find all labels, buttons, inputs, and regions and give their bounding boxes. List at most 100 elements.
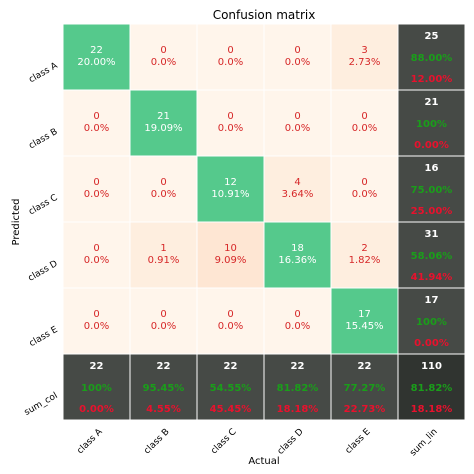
x-tick-label: class A [75, 426, 105, 456]
cell-percent: 0.0% [285, 123, 310, 134]
matrix-cell [129, 23, 198, 91]
matrix-cell [129, 221, 198, 289]
sum-correct-percent: 81.82% [411, 383, 453, 394]
y-tick-label: class A [27, 61, 60, 86]
sum-correct-percent: 54.55% [210, 383, 252, 394]
matrix-cell [397, 155, 466, 223]
sum-count: 31 [425, 229, 439, 240]
sum-error-percent: 45.45% [210, 404, 252, 415]
sum-count: 22 [157, 361, 171, 372]
sum-correct-percent: 75.00% [411, 185, 453, 196]
cell-count: 0 [160, 177, 166, 188]
matrix-cell [62, 221, 131, 289]
cell-percent: 0.0% [151, 189, 176, 200]
cell-percent: 0.0% [151, 57, 176, 68]
matrix-cell [397, 23, 466, 91]
cell-count: 0 [294, 45, 300, 56]
cell-count: 0 [93, 177, 99, 188]
cell-percent: 0.0% [218, 123, 243, 134]
x-tick-label: sum_lin [408, 427, 439, 458]
y-tick-label: sum_col [23, 391, 60, 418]
cell-percent: 19.09% [144, 123, 182, 134]
cell-percent: 0.0% [285, 57, 310, 68]
cell-count: 0 [294, 111, 300, 122]
matrix-cell [263, 23, 332, 91]
cell-percent: 0.0% [218, 57, 243, 68]
y-tick-label: class C [27, 193, 59, 217]
sum-correct-percent: 81.82% [277, 383, 319, 394]
cell-percent: 3.64% [282, 189, 314, 200]
cell-count: 0 [361, 177, 367, 188]
x-tick-label: class C [209, 427, 238, 456]
matrix-cell [62, 23, 131, 91]
cell-percent: 0.0% [151, 321, 176, 332]
matrix-cell [263, 89, 332, 157]
matrix-cell [330, 287, 399, 355]
x-tick-label: class E [344, 427, 373, 456]
cell-count: 1 [160, 243, 166, 254]
matrix-cell [263, 287, 332, 355]
matrix-cell [330, 221, 399, 289]
x-tick-label: class D [276, 427, 306, 457]
sum-error-percent: 41.94% [411, 272, 453, 283]
cell-count: 0 [93, 309, 99, 320]
matrix-cell [196, 287, 265, 355]
sum-error-percent: 0.00% [414, 338, 449, 349]
x-tick-labels: class A class B class C class D class E sum_l… [75, 426, 439, 458]
matrix-cell [263, 221, 332, 289]
cell-count: 4 [294, 177, 300, 188]
cell-percent: 20.00% [77, 57, 115, 68]
cell-count: 0 [160, 45, 166, 56]
cell-count: 0 [227, 45, 233, 56]
matrix-cell [129, 89, 198, 157]
sum-correct-percent: 77.27% [344, 383, 386, 394]
cell-count: 0 [294, 309, 300, 320]
sum-correct-percent: 88.00% [411, 53, 453, 64]
cell-count: 2 [361, 243, 367, 254]
cell-count: 0 [93, 243, 99, 254]
cell-count: 17 [358, 309, 371, 320]
matrix-cell [397, 221, 466, 289]
sum-correct-percent: 100% [416, 317, 447, 328]
matrix-cell [196, 23, 265, 91]
cell-count: 21 [157, 111, 170, 122]
sum-count: 22 [291, 361, 305, 372]
matrix-cell [129, 155, 198, 223]
cell-count: 0 [227, 111, 233, 122]
cell-percent: 0.0% [352, 189, 377, 200]
cell-count: 10 [224, 243, 237, 254]
cell-percent: 0.0% [218, 321, 243, 332]
cell-count: 0 [227, 309, 233, 320]
matrix-cell [397, 353, 466, 421]
sum-error-percent: 25.00% [411, 206, 453, 217]
sum-correct-percent: 58.06% [411, 251, 453, 262]
sum-count: 25 [425, 31, 439, 42]
sum-count: 17 [425, 295, 439, 306]
matrix-cells: 2220.00%00.0%00.0%00.0%32.73%2588.00%12.… [62, 23, 466, 421]
matrix-cell [62, 353, 131, 421]
matrix-cell [330, 155, 399, 223]
y-tick-label: class E [28, 325, 60, 349]
sum-count: 16 [425, 163, 439, 174]
sum-count: 22 [358, 361, 372, 372]
matrix-cell [263, 353, 332, 421]
sum-count: 22 [90, 361, 104, 372]
cell-count: 0 [93, 111, 99, 122]
x-tick-label: class B [142, 427, 171, 456]
chart-title: Confusion matrix [213, 8, 316, 22]
matrix-cell [263, 155, 332, 223]
cell-count: 18 [291, 243, 304, 254]
cell-count: 22 [90, 45, 103, 56]
cell-percent: 0.0% [352, 123, 377, 134]
cell-percent: 15.45% [345, 321, 383, 332]
cell-count: 0 [361, 111, 367, 122]
matrix-cell [330, 353, 399, 421]
sum-error-percent: 0.00% [79, 404, 114, 415]
matrix-cell [397, 287, 466, 355]
cell-percent: 0.0% [84, 189, 109, 200]
cell-percent: 16.36% [278, 255, 316, 266]
matrix-cell [196, 221, 265, 289]
matrix-cell [397, 89, 466, 157]
sum-count: 22 [224, 361, 238, 372]
